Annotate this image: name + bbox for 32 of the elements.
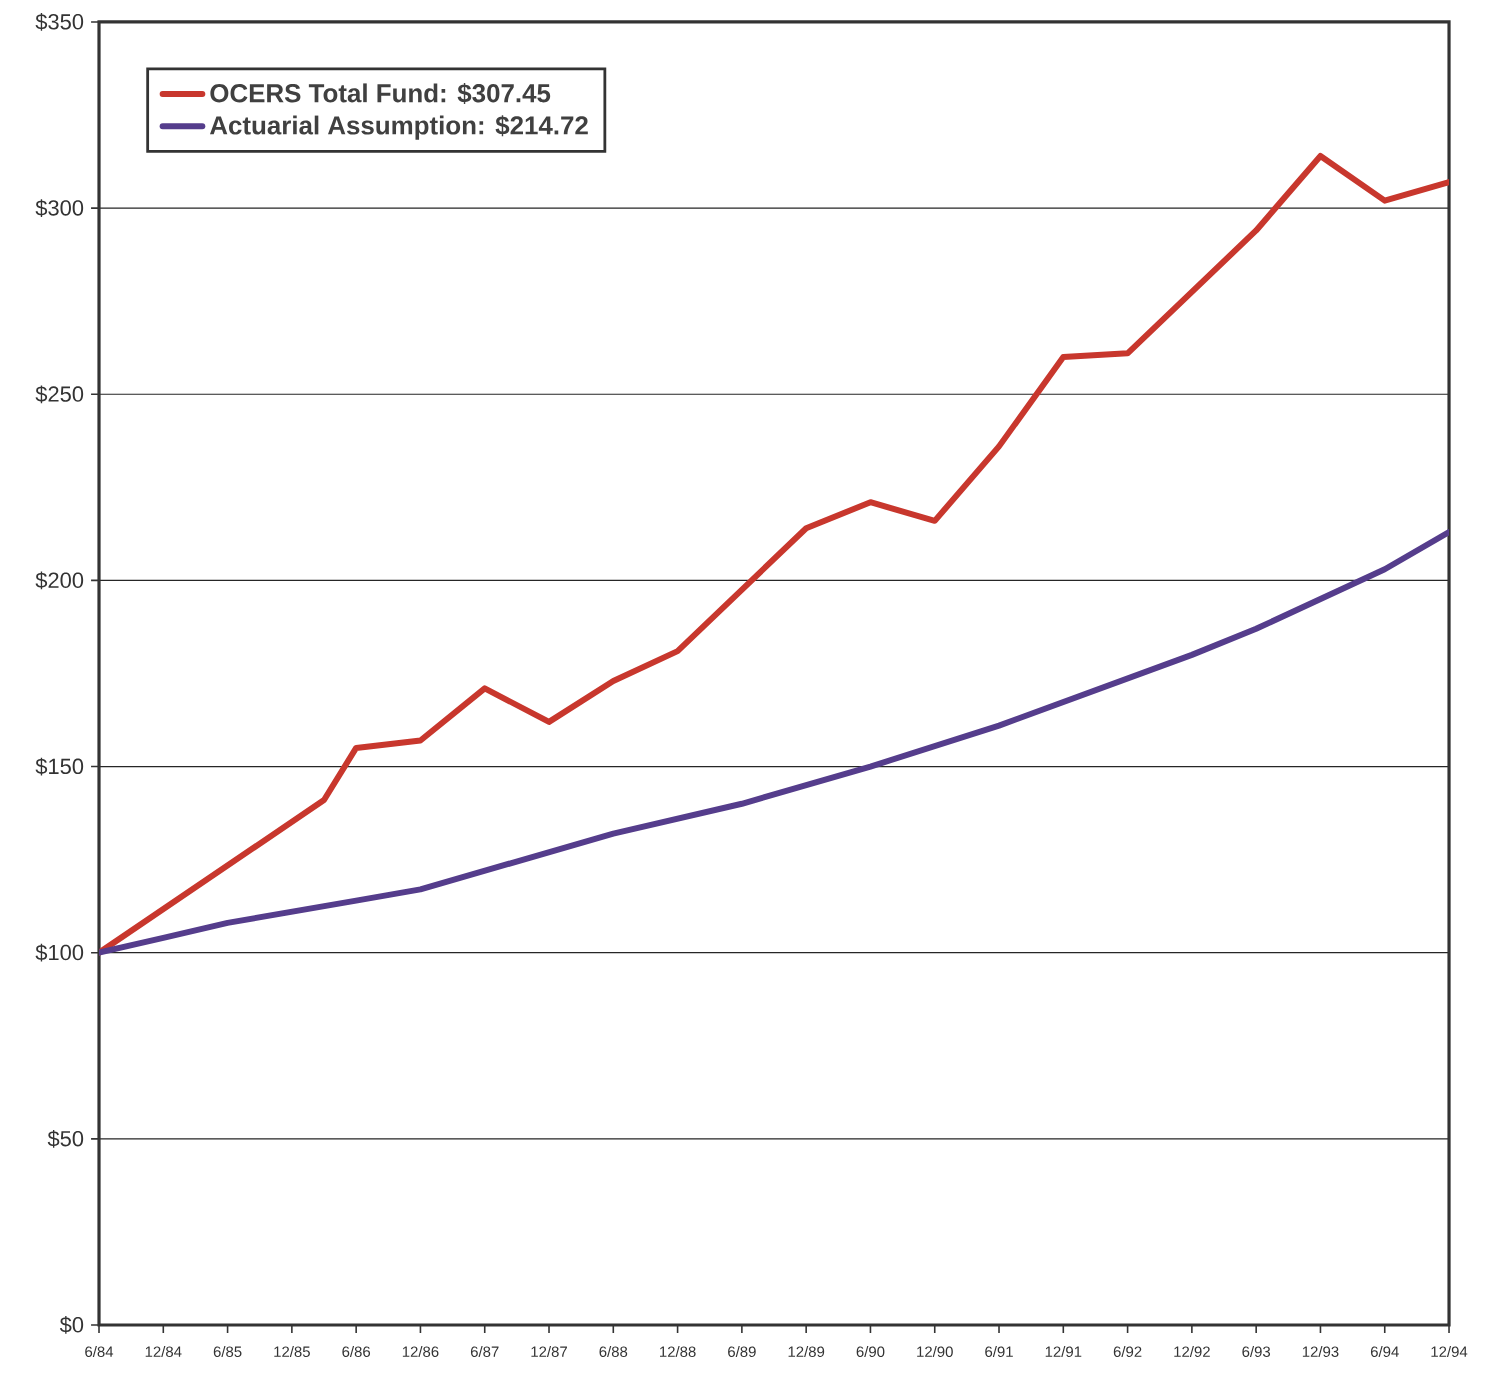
y-tick-label: $150	[35, 757, 84, 776]
x-tick-label: 12/92	[1174, 1346, 1210, 1358]
x-tick-label: 12/87	[531, 1346, 567, 1358]
x-tick-label: 12/93	[1302, 1346, 1339, 1358]
legend-label: Actuarial Assumption: $214.72	[209, 115, 588, 140]
y-tick-label: $100	[35, 943, 84, 962]
x-tick-label: 12/94	[1431, 1346, 1468, 1358]
x-tick-label: 6/90	[856, 1346, 885, 1358]
x-tick-label: 6/86	[342, 1346, 371, 1358]
x-tick-label: 6/89	[728, 1346, 756, 1358]
y-tick-label: $200	[35, 571, 84, 590]
x-tick-label: 12/88	[660, 1346, 696, 1358]
x-tick-label: 6/88	[599, 1346, 628, 1358]
y-tick-label: $300	[35, 199, 84, 217]
x-tick-label: 12/85	[274, 1346, 310, 1358]
y-tick-label: $50	[47, 1129, 84, 1148]
y-tick-label: $350	[35, 13, 84, 31]
x-tick-label: 6/94	[1370, 1346, 1399, 1358]
y-tick-label: $0	[59, 1316, 84, 1334]
x-tick-label: 6/93	[1242, 1346, 1271, 1358]
x-tick-label: 12/84	[145, 1346, 182, 1358]
x-tick-label: 6/87	[470, 1346, 499, 1358]
x-tick-label: 6/84	[85, 1346, 114, 1358]
x-tick-label: 12/86	[402, 1346, 439, 1358]
x-tick-label: 12/90	[917, 1346, 953, 1358]
legend-label: OCERS Total Fund: $307.45	[210, 82, 551, 105]
x-tick-label: 12/89	[788, 1346, 825, 1358]
y-tick-label: $250	[35, 385, 84, 404]
x-tick-label: 6/85	[213, 1346, 242, 1358]
x-tick-label: 12/91	[1045, 1346, 1082, 1358]
x-tick-label: 6/92	[1113, 1346, 1142, 1358]
x-tick-label: 6/91	[985, 1346, 1013, 1358]
